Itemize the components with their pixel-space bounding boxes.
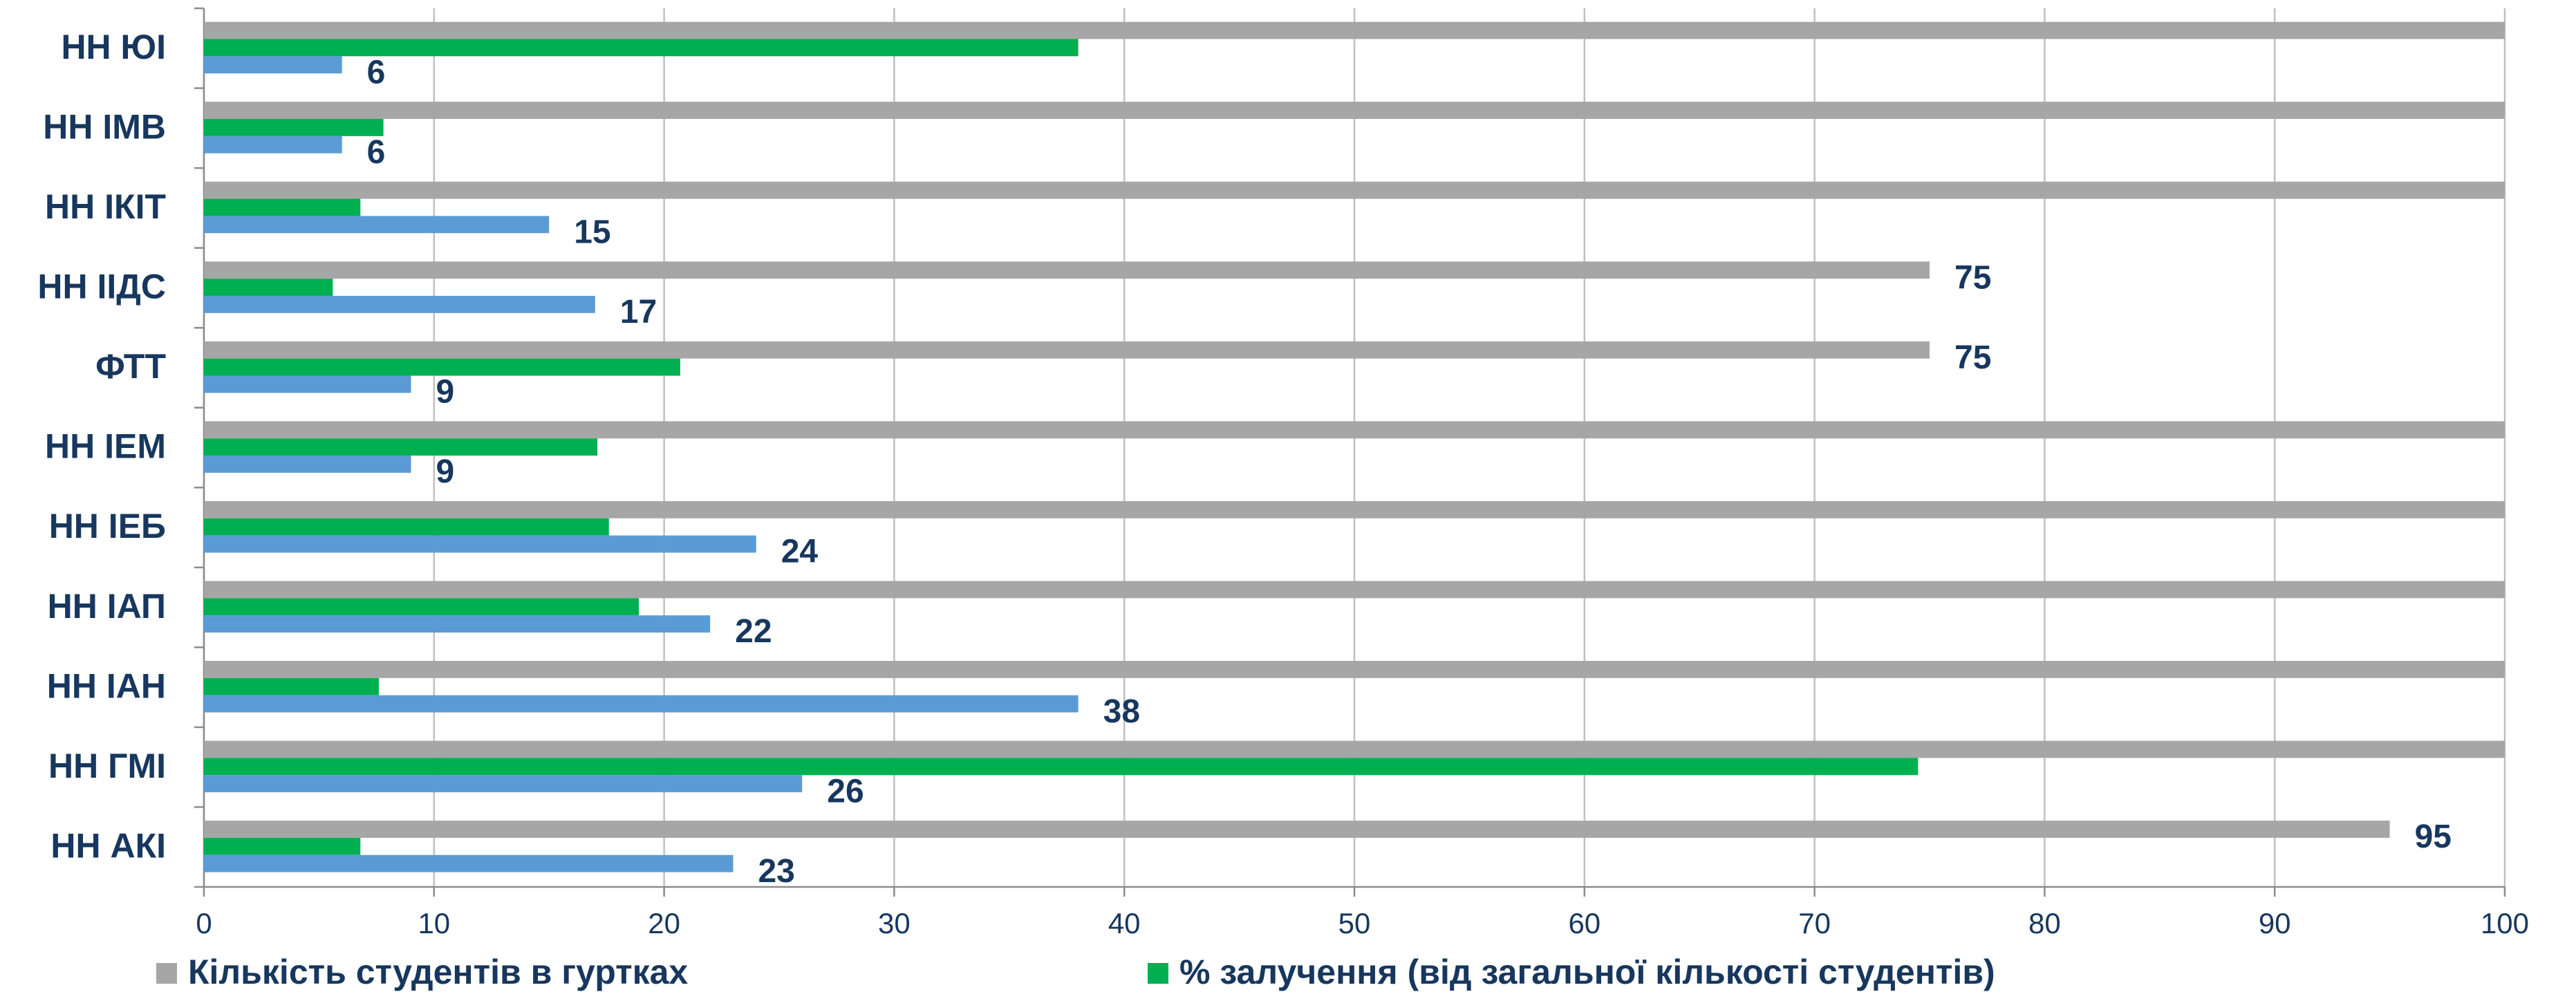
y-tick-label: НН ІАП (48, 587, 166, 626)
bar (204, 341, 1930, 359)
bar (204, 518, 609, 536)
x-tick-label: 20 (648, 907, 680, 939)
bar (204, 375, 411, 393)
bar (204, 661, 2505, 678)
bar (204, 758, 1919, 776)
bar (204, 119, 384, 136)
x-tick-label: 50 (1338, 907, 1371, 939)
y-tick-label: НН ІЕМ (45, 427, 166, 466)
bar (204, 56, 342, 74)
bar (204, 261, 1930, 279)
bar (204, 102, 2505, 120)
x-tick-label: 40 (1108, 907, 1141, 939)
data-label: 23 (758, 853, 794, 890)
bar (204, 740, 2505, 758)
bar (204, 501, 2505, 518)
bar (204, 775, 803, 793)
bar (204, 181, 2505, 199)
bar (204, 598, 639, 616)
bar (204, 39, 1079, 57)
y-tick-label: НН ІКІТ (45, 187, 166, 226)
bar (204, 216, 550, 234)
y-tick-label: НН АКІ (50, 826, 166, 865)
bar (204, 198, 361, 216)
y-tick-label: НН ІАН (47, 666, 166, 705)
data-label: 9 (436, 374, 455, 411)
x-tick-label: 30 (878, 907, 911, 939)
x-tick-label: 0 (196, 907, 212, 939)
bar (204, 677, 379, 695)
data-label: 75 (1954, 259, 1991, 296)
x-tick-label: 100 (2481, 907, 2529, 939)
bar (204, 456, 411, 473)
x-tick-label: 80 (2028, 907, 2061, 939)
bar (204, 615, 711, 633)
bar (204, 581, 2505, 599)
data-label: 15 (574, 214, 610, 251)
bar (204, 821, 2390, 838)
legend-label: Кількість студентів в гуртках (188, 953, 688, 991)
x-tick-label: 90 (2259, 907, 2291, 939)
data-label: 17 (620, 294, 657, 330)
data-label: 24 (781, 534, 819, 570)
y-tick-label: НН ІІДС (37, 268, 166, 306)
bar (204, 358, 680, 376)
bar (204, 135, 342, 153)
bar (204, 21, 2505, 39)
data-label: 38 (1103, 693, 1140, 730)
bar (204, 854, 734, 872)
bar (204, 295, 595, 313)
y-tick-label: ФТТ (95, 347, 166, 386)
bar (204, 421, 2505, 439)
y-tick-label: НН ГМІ (48, 747, 166, 785)
x-tick-label: 10 (418, 907, 450, 939)
data-label: 6 (367, 134, 386, 171)
bar (204, 837, 361, 855)
legend-swatch (1148, 963, 1168, 984)
bar (204, 279, 333, 296)
data-label: 6 (367, 54, 386, 91)
legend-swatch (156, 963, 177, 984)
y-tick-label: НН ІМВ (43, 108, 166, 147)
data-label: 75 (1954, 339, 1991, 376)
data-label: 22 (735, 613, 772, 650)
legend-label: % залучення (від загальної кількості сту… (1179, 953, 1995, 991)
data-label: 95 (2415, 818, 2452, 855)
y-tick-label: НН ІЕБ (49, 507, 166, 545)
y-tick-label: НН ЮІ (61, 28, 166, 66)
data-label: 26 (827, 773, 864, 810)
x-tick-label: 70 (1798, 907, 1831, 939)
bar (204, 695, 1079, 713)
x-tick-label: 60 (1568, 907, 1600, 939)
bar (204, 438, 598, 456)
bar (204, 535, 756, 553)
data-label: 9 (436, 453, 455, 490)
